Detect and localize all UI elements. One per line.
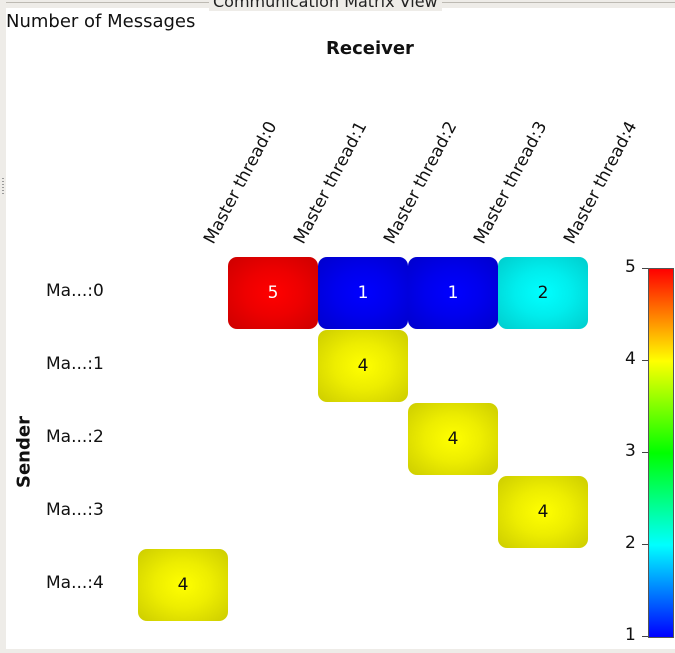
color-scale-tick-label: 5 xyxy=(625,257,636,277)
sender-label-4: Ma...:4 xyxy=(46,573,104,593)
matrix-cell[interactable]: 5 xyxy=(228,257,318,329)
matrix-cell[interactable]: 2 xyxy=(498,257,588,329)
color-scale-tick xyxy=(642,268,648,269)
cell-value: 4 xyxy=(537,502,549,522)
color-scale-tick xyxy=(642,544,648,545)
cell-value: 2 xyxy=(537,283,549,303)
color-scale-tick xyxy=(642,452,648,453)
color-scale-tick xyxy=(642,360,648,361)
sender-label-0: Ma...:0 xyxy=(46,281,104,301)
color-scale-bar xyxy=(648,268,674,638)
matrix-cell[interactable]: 4 xyxy=(318,330,408,402)
sender-axis-title: Sender xyxy=(13,416,35,488)
matrix-cell[interactable]: 4 xyxy=(408,403,498,475)
cell-value: 1 xyxy=(357,283,369,303)
color-scale-tick-label: 1 xyxy=(625,625,636,645)
receiver-axis-title: Receiver xyxy=(326,38,414,59)
sender-label-3: Ma...:3 xyxy=(46,500,104,520)
matrix-cell[interactable]: 4 xyxy=(498,476,588,548)
cell-value: 1 xyxy=(447,283,459,303)
sender-label-2: Ma...:2 xyxy=(46,427,104,447)
color-scale-tick-label: 4 xyxy=(625,349,636,369)
color-scale-tick-label: 3 xyxy=(625,441,636,461)
cell-value: 4 xyxy=(177,575,189,595)
cell-value: 4 xyxy=(447,429,459,449)
resize-grip-icon[interactable] xyxy=(2,178,4,196)
window-title: Communication Matrix View xyxy=(209,0,442,11)
matrix-cell[interactable]: 1 xyxy=(318,257,408,329)
color-scale-tick xyxy=(642,636,648,637)
matrix-cell[interactable]: 4 xyxy=(138,549,228,621)
color-scale-tick-label: 2 xyxy=(625,533,636,553)
sender-label-1: Ma...:1 xyxy=(46,354,104,374)
cell-value: 4 xyxy=(357,356,369,376)
metric-label: Number of Messages xyxy=(6,11,196,32)
matrix-cell[interactable]: 1 xyxy=(408,257,498,329)
cell-value: 5 xyxy=(267,283,279,303)
